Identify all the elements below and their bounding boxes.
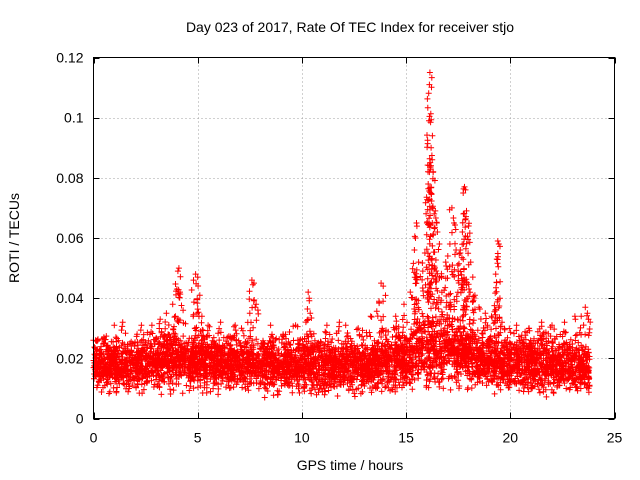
x-tick-label: 5 [194,430,202,446]
y-axis-label: ROTI / TECUs [6,193,22,283]
y-tick-label: 0.04 [56,290,83,306]
y-tick-label: 0.08 [56,170,83,186]
x-tick-label: 10 [294,430,310,446]
spike-scatter-points [90,69,594,344]
y-tick-label: 0.06 [56,230,83,246]
y-tick-label: 0.02 [56,350,83,366]
x-tick-label: 25 [607,430,623,446]
x-tick-label: 15 [398,430,414,446]
y-tick-label: 0.12 [56,50,83,66]
data-points [90,69,594,401]
y-tick-label: 0.1 [64,110,84,126]
plot-frame [93,57,615,419]
x-tick-label: 20 [503,430,519,446]
tick-labels: 0 5 10 15 20 25 0 0.02 0.04 0.06 0.08 0.1 0.12 [56,50,622,446]
axis-ticks [93,57,616,420]
x-axis-label: GPS time / hours [297,457,404,473]
chart-title: Day 023 of 2017, Rate Of TEC Index for r… [186,19,514,35]
y-tick-label: 0 [76,411,84,427]
x-tick-label: 0 [90,430,98,446]
baseline-scatter-points [90,299,593,401]
